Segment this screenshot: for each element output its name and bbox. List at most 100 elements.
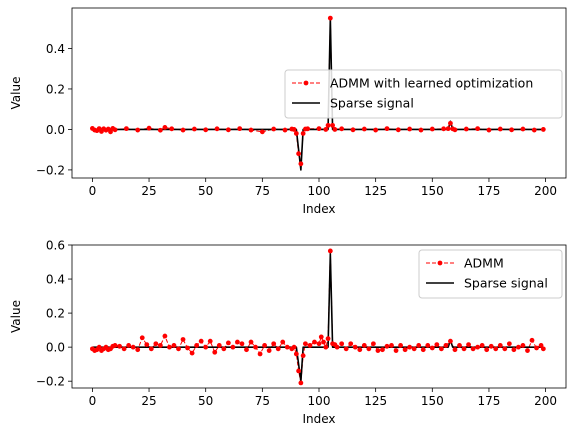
data-point	[497, 343, 503, 348]
plot-area	[89, 248, 546, 386]
data-point	[407, 126, 413, 132]
data-point	[529, 337, 535, 343]
data-point	[293, 351, 299, 357]
data-point	[384, 343, 390, 349]
data-point	[239, 341, 245, 347]
data-point	[452, 127, 458, 133]
data-point	[445, 126, 451, 132]
data-point	[398, 343, 403, 348]
data-point	[221, 346, 227, 352]
data-point	[225, 127, 231, 133]
x-tick-label: 50	[198, 184, 213, 198]
data-point	[389, 343, 394, 348]
data-point	[393, 348, 399, 353]
data-point	[225, 340, 231, 346]
data-point	[325, 336, 331, 342]
data-point	[420, 347, 426, 353]
data-point	[506, 341, 512, 347]
data-point	[298, 161, 304, 167]
legend-label: ADMM	[464, 256, 504, 271]
data-point	[291, 127, 297, 132]
data-point	[300, 353, 306, 359]
data-point	[327, 15, 333, 21]
data-point	[203, 344, 209, 350]
x-tick-label: 125	[364, 394, 387, 408]
data-point	[112, 127, 118, 133]
y-tick-label: 0.6	[46, 239, 65, 253]
data-point	[284, 344, 290, 350]
data-point	[275, 346, 281, 352]
data-point	[540, 127, 546, 132]
data-point	[248, 127, 254, 133]
data-point	[370, 341, 376, 347]
data-point	[305, 126, 311, 132]
data-point	[343, 346, 349, 352]
data-point	[257, 351, 263, 357]
y-tick-label: −0.2	[36, 375, 65, 389]
data-point	[139, 335, 145, 341]
data-point	[253, 344, 258, 350]
x-tick-label: 50	[198, 394, 213, 408]
data-point	[534, 345, 539, 351]
data-point	[502, 346, 508, 352]
data-point	[434, 342, 440, 347]
data-point	[162, 125, 168, 130]
x-tick-label: 100	[308, 184, 331, 198]
data-point	[266, 348, 272, 353]
data-point	[348, 341, 354, 347]
data-point	[214, 126, 220, 132]
data-point	[373, 127, 379, 133]
data-point	[123, 126, 129, 132]
data-point	[395, 127, 401, 133]
data-point	[230, 344, 236, 350]
data-point	[237, 126, 243, 132]
y-tick-label: −0.2	[36, 163, 65, 177]
data-point	[511, 347, 517, 353]
data-point	[493, 346, 499, 352]
data-point	[475, 126, 481, 132]
data-point	[384, 126, 390, 132]
data-point	[429, 345, 435, 351]
data-point	[380, 347, 385, 353]
legend-box	[418, 249, 563, 299]
data-point	[443, 343, 449, 348]
data-point	[538, 343, 544, 348]
data-point	[484, 347, 490, 353]
data-point	[497, 126, 503, 132]
data-point	[207, 338, 213, 344]
data-point	[157, 127, 163, 133]
y-tick-label: 0.2	[46, 82, 65, 96]
data-point	[516, 344, 521, 350]
data-point	[130, 344, 136, 350]
data-point	[330, 122, 335, 128]
data-point	[361, 126, 367, 132]
legend: ADMM with learned optimization Sparse sig…	[284, 69, 563, 119]
data-point	[418, 127, 424, 133]
data-point	[463, 126, 469, 132]
data-point	[303, 341, 308, 347]
x-tick-label: 200	[534, 394, 557, 408]
legend-swatch-marker	[303, 80, 309, 86]
data-point	[148, 346, 154, 352]
x-tick-label: 75	[255, 394, 270, 408]
data-point	[411, 346, 417, 352]
data-point	[520, 126, 526, 132]
data-point	[126, 343, 132, 348]
data-point	[323, 127, 329, 132]
data-point	[96, 344, 102, 350]
legend-box	[284, 69, 563, 119]
data-point	[171, 343, 177, 348]
x-tick-label: 75	[255, 184, 270, 198]
data-point	[479, 343, 485, 348]
data-point	[194, 343, 200, 348]
data-point	[112, 343, 118, 348]
data-point	[402, 347, 408, 353]
data-point	[280, 339, 286, 345]
data-point	[452, 347, 458, 353]
data-point	[321, 339, 326, 345]
data-point	[262, 343, 268, 348]
data-point	[366, 346, 372, 352]
data-point	[296, 368, 302, 374]
data-point	[470, 346, 476, 352]
data-point	[212, 349, 218, 355]
